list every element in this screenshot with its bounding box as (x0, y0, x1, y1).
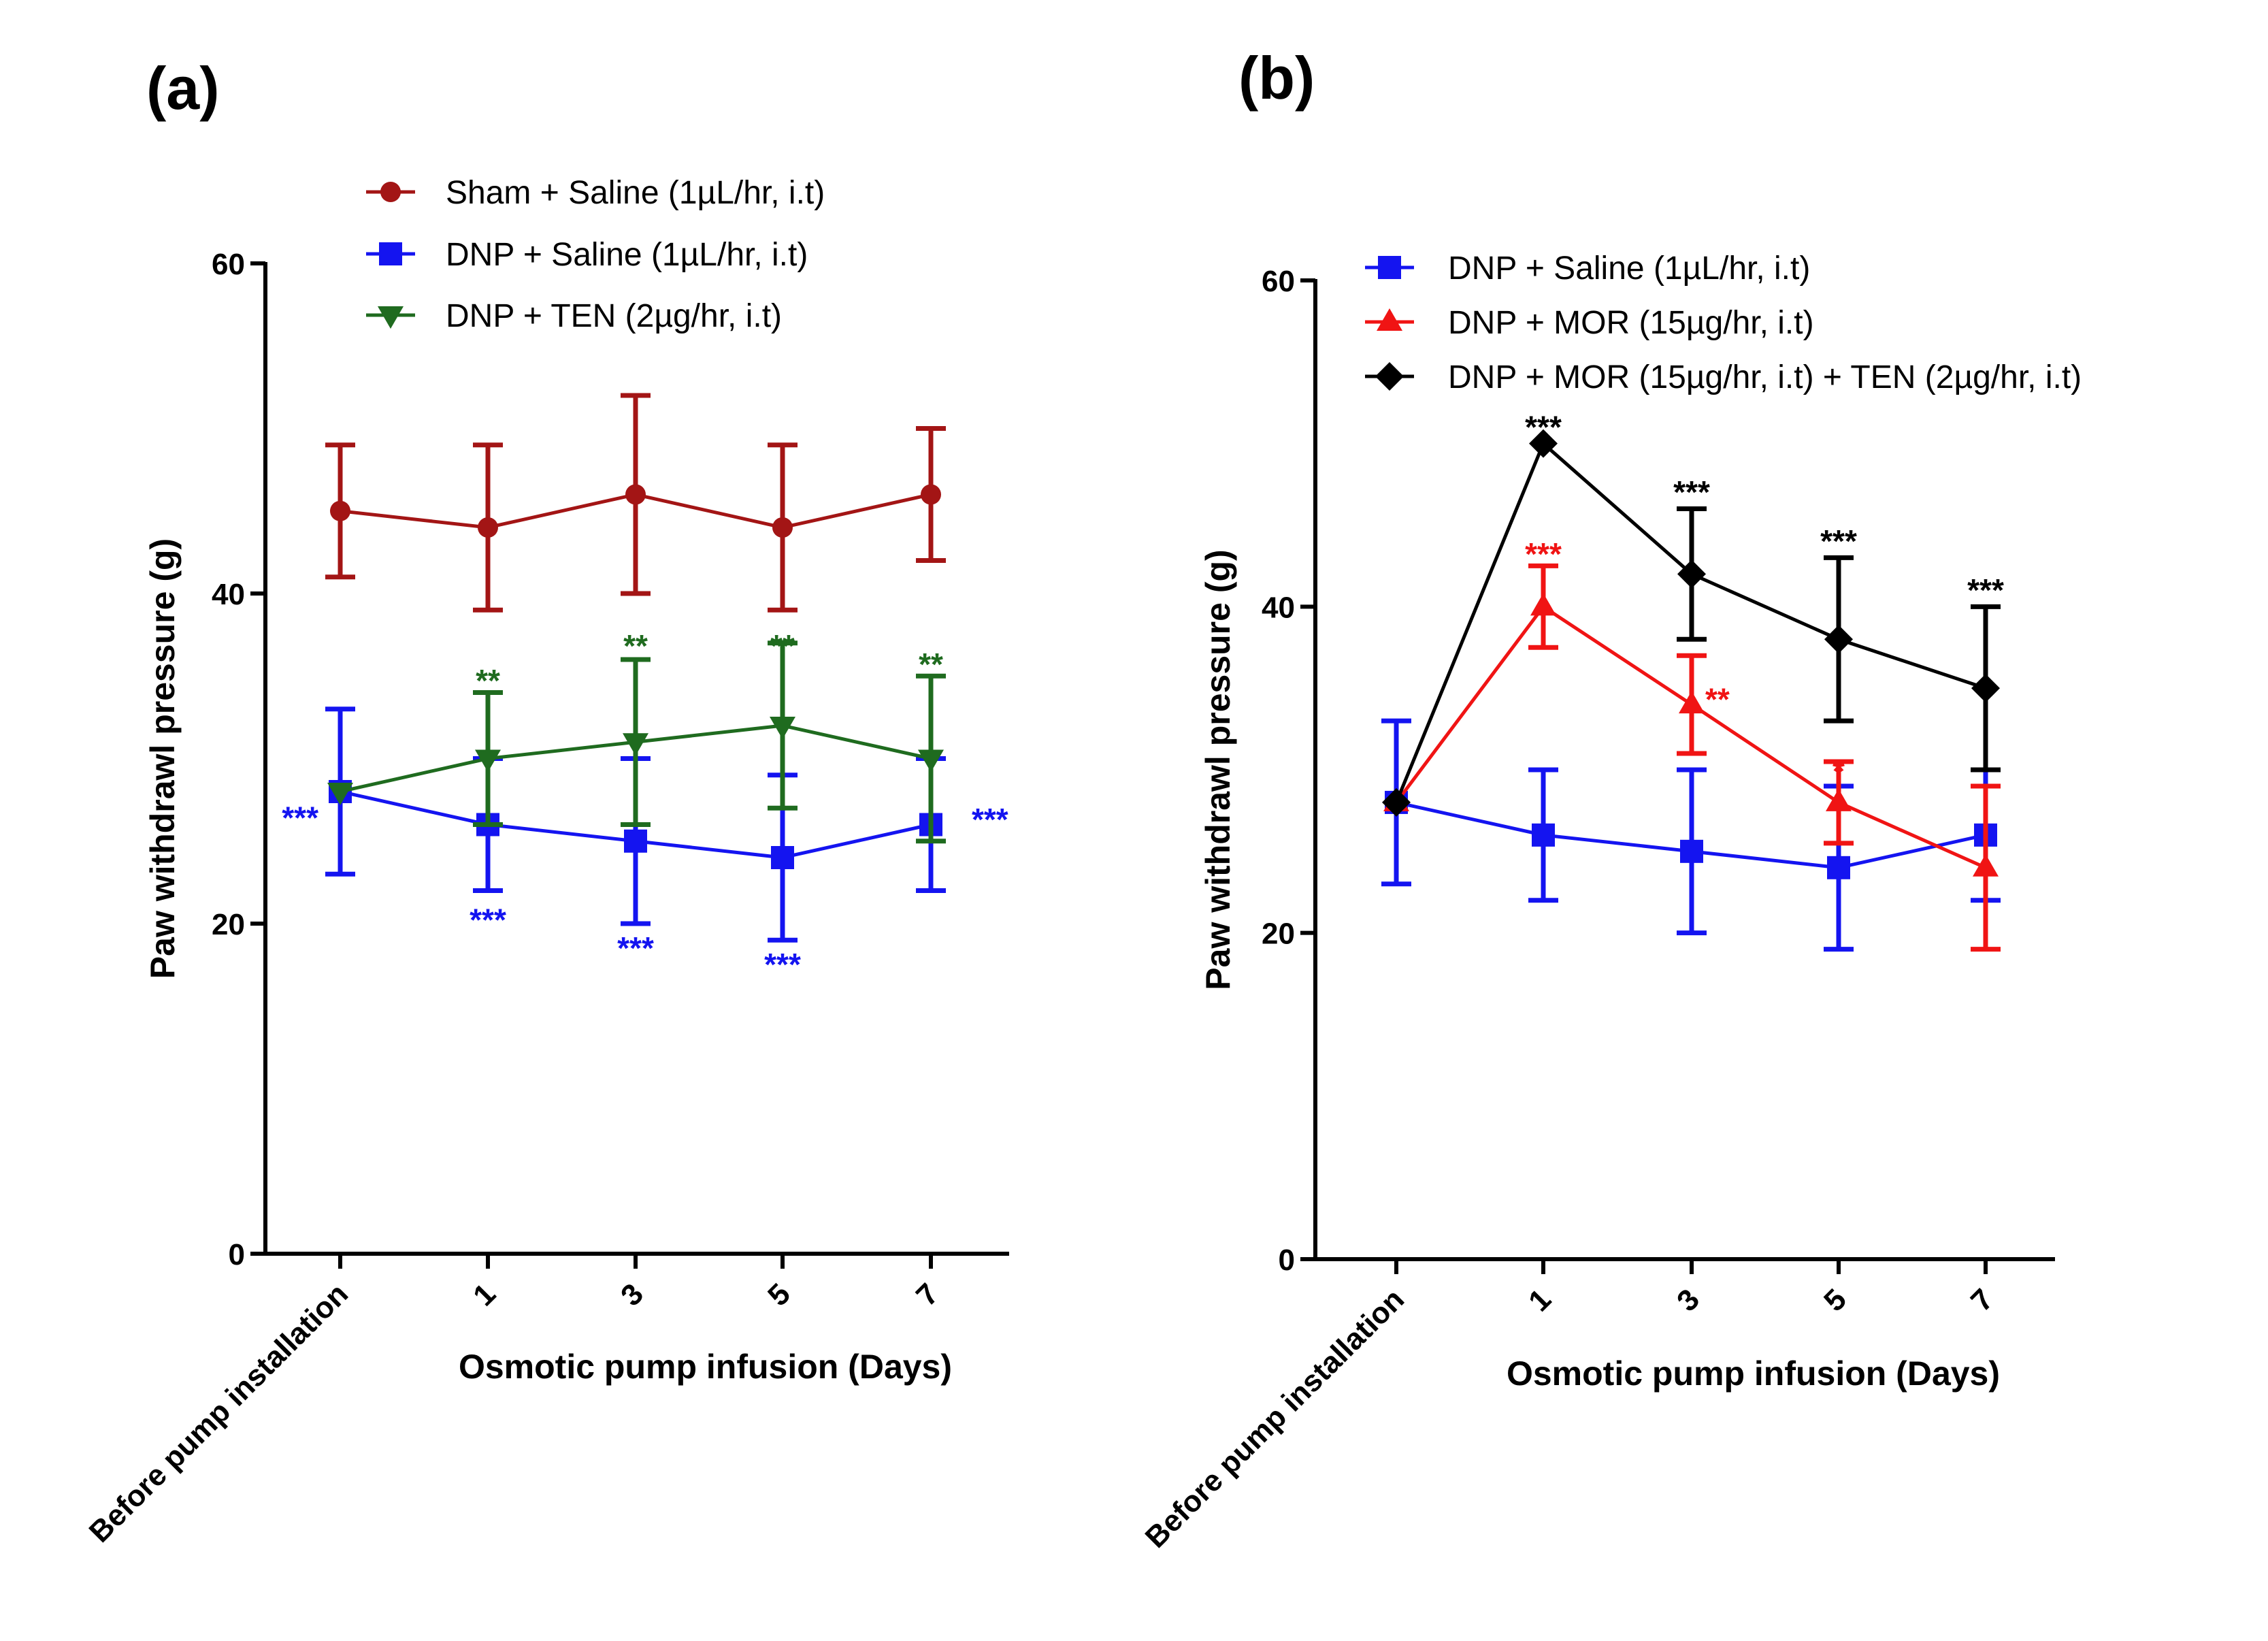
data-point (772, 517, 793, 538)
significance-marker: ** (770, 628, 795, 664)
legend-entry: DNP + Saline (1µL/hr, i.t) (1448, 250, 1810, 287)
data-point (1532, 823, 1555, 847)
x-tick-label: 7 (1965, 1282, 2000, 1318)
significance-marker: *** (282, 800, 318, 835)
x-tick-label: 3 (1671, 1282, 1706, 1318)
series-3 (327, 640, 946, 844)
data-point (1824, 625, 1853, 654)
legend-entry: Sham + Saline (1µL/hr, i.t) (446, 175, 825, 211)
x-tick-label: 5 (1818, 1282, 1853, 1318)
legend-entry: DNP + MOR (15µg/hr, i.t) (1448, 305, 1814, 341)
data-point (625, 484, 646, 505)
y-axis-title: Paw withdrawl pressure (g) (1199, 549, 1237, 990)
significance-marker: *** (470, 903, 506, 938)
legend-marker (380, 182, 401, 202)
legend: DNP + Saline (1µL/hr, i.t) DNP + MOR (15µ… (1365, 250, 2082, 395)
x-tick-label: 7 (910, 1277, 945, 1312)
legend-marker (1375, 362, 1404, 391)
significance-marker: *** (1525, 536, 1562, 572)
series-3 (1382, 429, 2001, 817)
data-point (1529, 429, 1558, 458)
x-tick-label: 1 (467, 1277, 502, 1312)
x-tick-label: 3 (614, 1277, 650, 1312)
y-axis-title: Paw withdrawl pressure (g) (144, 538, 182, 979)
legend-entry: DNP + MOR (15µg/hr, i.t) + TEN (2µg/hr, … (1448, 359, 2082, 395)
y-tick-label: 0 (229, 1238, 245, 1271)
data-point (327, 783, 353, 805)
legend-marker (1378, 256, 1401, 279)
significance-marker: * (1833, 753, 1845, 789)
data-point (623, 733, 648, 756)
y-tick-label: 20 (212, 908, 245, 941)
significance-marker: ** (476, 663, 500, 698)
data-point (1382, 787, 1411, 817)
data-point (1826, 788, 1852, 811)
data-point (1680, 839, 1703, 863)
y-tick-label: 20 (1262, 917, 1295, 951)
data-point (921, 484, 941, 505)
series-1 (325, 393, 946, 613)
y-tick-label: 0 (1279, 1244, 1295, 1277)
data-point (1971, 674, 2000, 703)
x-tick-label: 5 (761, 1277, 797, 1312)
legend-marker (1377, 308, 1402, 331)
data-point (1973, 854, 1999, 877)
significance-marker: *** (764, 947, 801, 982)
data-point (330, 500, 350, 521)
x-tick-label: Before pump installation (1139, 1282, 1411, 1554)
y-tick-label: 60 (1262, 265, 1295, 298)
data-point (1827, 856, 1850, 879)
data-point (918, 749, 944, 773)
y-tick-label: 40 (1262, 591, 1295, 624)
significance-marker: ** (1705, 682, 1730, 717)
data-point (624, 829, 647, 853)
significance-marker: ** (623, 628, 648, 664)
x-tick-label: Before pump installation (83, 1277, 355, 1548)
y-tick-label: 40 (212, 578, 245, 611)
legend-marker (378, 306, 404, 329)
panel-label: (b) (1238, 44, 1315, 112)
significance-marker: ** (919, 647, 943, 682)
data-point (478, 517, 498, 538)
legend: Sham + Saline (1µL/hr, i.t) DNP + Saline … (366, 175, 825, 334)
y-tick-label: 60 (212, 248, 245, 281)
legend-entry: DNP + TEN (2µg/hr, i.t) (446, 298, 782, 334)
data-point (1530, 593, 1556, 616)
data-point (1677, 559, 1706, 589)
significance-marker: *** (1525, 409, 1562, 444)
panel-a-chart: (a) 0 20 40 60 Before pump installation 1 3 5 7 Pa… (83, 54, 1009, 1549)
legend-entry: DNP + Saline (1µL/hr, i.t) (446, 237, 808, 273)
series-2 (1383, 563, 2001, 952)
significance-marker: *** (1673, 474, 1710, 510)
significance-marker: *** (1820, 523, 1857, 559)
significance-marker: *** (972, 802, 1008, 837)
data-point (771, 846, 794, 869)
legend-marker (379, 242, 402, 265)
data-point (1679, 691, 1705, 714)
x-tick-label: 1 (1522, 1282, 1558, 1318)
x-axis-title: Osmotic pump infusion (Days) (1507, 1354, 2000, 1393)
panel-label: (a) (146, 54, 220, 122)
data-point (770, 717, 795, 739)
x-axis-title: Osmotic pump infusion (Days) (459, 1348, 952, 1386)
data-point (475, 749, 501, 773)
panel-b-chart: (b) 0 20 40 60 Before pump installation 1 3 5 7 Pa… (1139, 44, 2082, 1555)
significance-marker: *** (617, 930, 654, 966)
significance-marker: *** (1967, 572, 2004, 608)
